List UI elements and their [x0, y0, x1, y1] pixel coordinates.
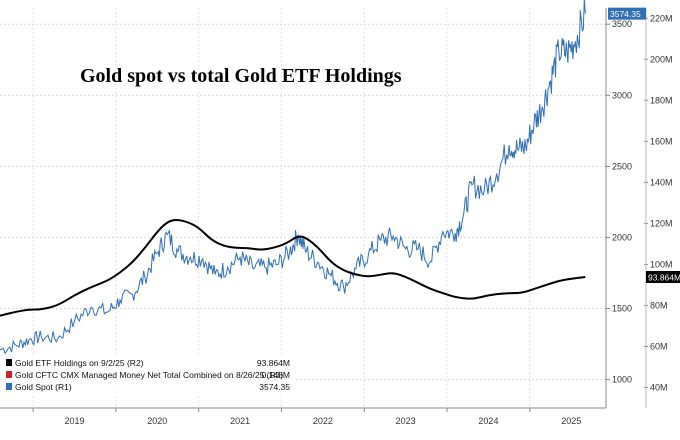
axes: 1000 1500 2000 2500 3000 3500 40M 60M 80M 100M 120…	[0, 8, 673, 426]
legend-swatch	[6, 383, 12, 390]
r2-tick-label: 80M	[650, 300, 668, 310]
badge-etf-value: 93.864M	[648, 272, 680, 282]
r2-tick-label: 60M	[650, 341, 668, 351]
legend-label: Gold CFTC CMX Managed Money Net Total Co…	[15, 370, 283, 380]
r1-tick-label: 3000	[612, 90, 632, 100]
r2-tick-label: 200M	[650, 54, 673, 64]
series-line-gold-etf	[0, 218, 586, 317]
legend-value: 0.148M	[262, 370, 290, 380]
legend-bg	[4, 356, 294, 396]
x-tick-label: 2025	[561, 416, 581, 426]
x-tick-label: 2023	[396, 416, 416, 426]
r2-tick-label: 140M	[650, 177, 673, 187]
grid	[0, 8, 606, 408]
r2-tick-label: 160M	[650, 136, 673, 146]
r2-tick-label: 40M	[650, 382, 668, 392]
legend-label: Gold ETF Holdings on 9/2/25 (R2)	[15, 358, 144, 368]
series-layer	[0, 0, 586, 355]
r1-tick-label: 2500	[612, 161, 632, 171]
r1-tick-label: 1500	[612, 304, 632, 314]
chart-title: Gold spot vs total Gold ETF Holdings	[80, 65, 402, 87]
legend: Gold ETF Holdings on 9/2/25 (R2) 93.864M G…	[4, 356, 294, 396]
x-tick-label: 2019	[64, 416, 84, 426]
r1-tick-label: 1000	[612, 375, 632, 385]
legend-value: 3574.35	[259, 382, 290, 392]
legend-swatch	[6, 359, 12, 366]
r2-tick-label: 120M	[650, 218, 673, 228]
series-line-gold-spot	[0, 0, 586, 355]
value-badges: 3574.35 93.864M	[608, 7, 680, 283]
legend-value: 93.864M	[257, 358, 290, 368]
r2-tick-label: 100M	[650, 259, 673, 269]
r1-tick-label: 2000	[612, 232, 632, 242]
x-tick-label: 2022	[313, 416, 333, 426]
r2-tick-label: 220M	[650, 13, 673, 23]
x-tick-label: 2020	[147, 416, 167, 426]
x-tick-label: 2024	[478, 416, 498, 426]
r1-tick-label: 3500	[612, 19, 632, 29]
badge-spot-value: 3574.35	[610, 9, 641, 19]
legend-swatch	[6, 371, 12, 378]
legend-label: Gold Spot (R1)	[15, 382, 72, 392]
r2-tick-label: 180M	[650, 95, 673, 105]
x-tick-label: 2021	[230, 416, 250, 426]
badge-spot-bg	[608, 7, 646, 20]
badge-etf-bg	[646, 270, 680, 283]
